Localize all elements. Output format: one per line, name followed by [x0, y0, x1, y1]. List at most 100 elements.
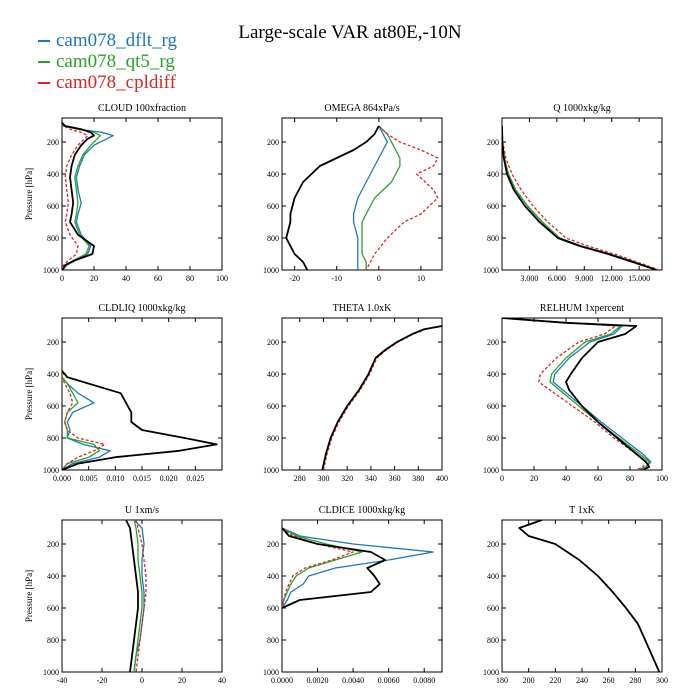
- x-tick-label: 0: [377, 274, 381, 283]
- series-line: [282, 527, 434, 609]
- x-tick-label: 0.015: [133, 474, 151, 483]
- y-tick-label: 600: [487, 604, 499, 613]
- legend-swatch: [38, 82, 50, 84]
- plot-frame: [501, 519, 663, 673]
- y-tick-label: 800: [487, 636, 499, 645]
- series-line: [502, 318, 650, 470]
- x-tick-label: 0.0080: [413, 676, 435, 685]
- series-line: [502, 125, 660, 270]
- x-tick-label: 60: [594, 474, 602, 483]
- legend-swatch: [38, 40, 50, 42]
- panel-title: RELHUM 1xpercent: [540, 303, 624, 314]
- y-tick-label: 400: [47, 370, 59, 379]
- series-line: [502, 125, 658, 270]
- panel-title: OMEGA 864xPa/s: [324, 103, 399, 114]
- x-tick-label: 200: [523, 676, 535, 685]
- x-tick-label: 40: [122, 274, 130, 283]
- y-axis-label: Pressure [hPa]: [24, 570, 34, 622]
- panel-title: U 1xm/s: [125, 505, 159, 516]
- y-tick-label: 200: [267, 138, 279, 147]
- series-group: [502, 125, 660, 270]
- y-tick-label: 1000: [43, 668, 59, 677]
- series-line: [62, 122, 114, 270]
- x-tick-label: 220: [549, 676, 561, 685]
- x-tick-label: 320: [341, 474, 353, 483]
- y-tick-label: 800: [267, 234, 279, 243]
- y-tick-label: 1000: [263, 668, 279, 677]
- x-tick-label: 340: [365, 474, 377, 483]
- x-tick-label: -40: [57, 676, 68, 685]
- y-tick-label: 200: [267, 540, 279, 549]
- y-tick-label: 400: [267, 572, 279, 581]
- legend-swatch: [38, 61, 50, 63]
- series-line: [365, 125, 439, 270]
- panel: OMEGA 864xPa/s 200 400 600 800 1000 -20 -10 0 10: [263, 103, 443, 283]
- x-tick-label: 180: [496, 676, 508, 685]
- x-tick-label: 100: [216, 274, 228, 283]
- x-tick-label: 9.000: [575, 274, 593, 283]
- y-tick-label: 800: [47, 234, 59, 243]
- y-tick-label: 1000: [43, 266, 59, 275]
- y-tick-label: 600: [487, 202, 499, 211]
- y-tick-label: 600: [487, 402, 499, 411]
- series-line: [62, 122, 89, 270]
- y-tick-label: 600: [47, 604, 59, 613]
- y-tick-label: 200: [47, 540, 59, 549]
- x-tick-label: 0: [60, 274, 64, 283]
- y-tick-label: 200: [47, 338, 59, 347]
- y-tick-label: 1000: [483, 266, 499, 275]
- series-line: [321, 325, 442, 470]
- series-line: [502, 125, 657, 270]
- series-group: [285, 125, 439, 270]
- y-tick-label: 800: [47, 636, 59, 645]
- y-tick-label: 400: [487, 170, 499, 179]
- panel-title: CLOUD 100xfraction: [98, 103, 186, 114]
- y-tick-label: 600: [267, 202, 279, 211]
- x-tick-label: -20: [97, 676, 108, 685]
- x-tick-label: 80: [626, 474, 634, 483]
- x-tick-label: 100: [656, 474, 668, 483]
- y-tick-label: 200: [47, 138, 59, 147]
- plot-frame: [501, 117, 663, 271]
- y-axis-label: Pressure [hPa]: [24, 368, 34, 420]
- x-tick-label: 3.000: [520, 274, 538, 283]
- panel-title: CLDLIQ 1000xkg/kg: [99, 303, 186, 314]
- series-line: [502, 318, 652, 470]
- series-line: [352, 125, 388, 270]
- x-tick-label: 0.010: [106, 474, 124, 483]
- x-tick-label: -20: [289, 274, 300, 283]
- series-group: [502, 318, 652, 470]
- y-tick-label: 600: [47, 402, 59, 411]
- x-tick-label: 20: [178, 676, 186, 685]
- x-tick-label: 10: [417, 274, 425, 283]
- series-line: [518, 520, 660, 672]
- panel: Q 1000xkg/kg 200 400 600 800 1000 3.000 6.000 9.…: [483, 103, 663, 283]
- series-line: [62, 370, 111, 470]
- series-line: [133, 520, 143, 672]
- y-tick-label: 400: [47, 170, 59, 179]
- x-tick-label: 60: [154, 274, 162, 283]
- panel: THETA 1.0xK 200 400 600 800 1000 280 300 320 340 3…: [263, 303, 448, 483]
- plot-frame: [281, 117, 443, 271]
- plot-frame: [281, 519, 443, 673]
- x-tick-label: 6.000: [548, 274, 566, 283]
- y-tick-label: 800: [267, 636, 279, 645]
- y-tick-label: 800: [47, 434, 59, 443]
- x-tick-label: 240: [576, 676, 588, 685]
- x-tick-label: 20: [530, 474, 538, 483]
- x-tick-label: 12.000: [601, 274, 623, 283]
- panel-title: T 1xK: [569, 505, 595, 516]
- x-tick-label: 80: [186, 274, 194, 283]
- y-tick-label: 200: [487, 138, 499, 147]
- x-tick-label: 0.0000: [271, 676, 293, 685]
- y-tick-label: 1000: [263, 466, 279, 475]
- y-tick-label: 400: [267, 170, 279, 179]
- y-tick-label: 200: [267, 338, 279, 347]
- y-tick-label: 600: [267, 604, 279, 613]
- y-axis-label: Pressure [hPa]: [24, 168, 34, 220]
- x-tick-label: 0.000: [53, 474, 71, 483]
